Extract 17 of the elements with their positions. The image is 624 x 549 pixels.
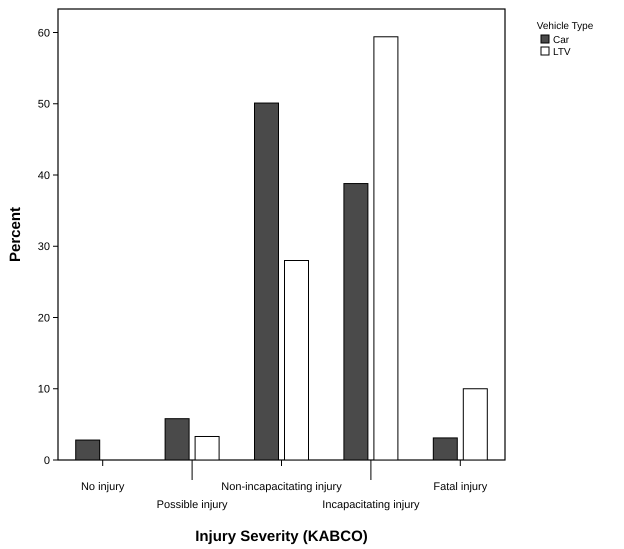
legend-label: LTV bbox=[553, 47, 571, 58]
y-tick-label: 30 bbox=[38, 241, 50, 254]
x-tick-label: No injury bbox=[80, 481, 125, 493]
y-tick-label: 40 bbox=[38, 170, 50, 182]
x-axis-title: Injury Severity (KABCO) bbox=[195, 528, 368, 545]
x-tick-label: Fatal injury bbox=[433, 481, 488, 493]
y-tick-label: 10 bbox=[38, 384, 50, 396]
y-tick-label: 60 bbox=[38, 27, 50, 40]
x-tick-label: Incapacitating injury bbox=[322, 499, 420, 511]
y-tick-label: 50 bbox=[38, 98, 50, 111]
legend-title: Vehicle Type bbox=[536, 21, 594, 32]
y-axis-title: Percent bbox=[7, 206, 24, 262]
legend-label: Car bbox=[553, 35, 570, 46]
x-tick-label: Non-incapacitating injury bbox=[221, 481, 342, 493]
y-tick-label: 0 bbox=[44, 454, 50, 467]
y-tick-label: 20 bbox=[38, 312, 50, 324]
x-tick-label: Possible injury bbox=[156, 499, 228, 511]
